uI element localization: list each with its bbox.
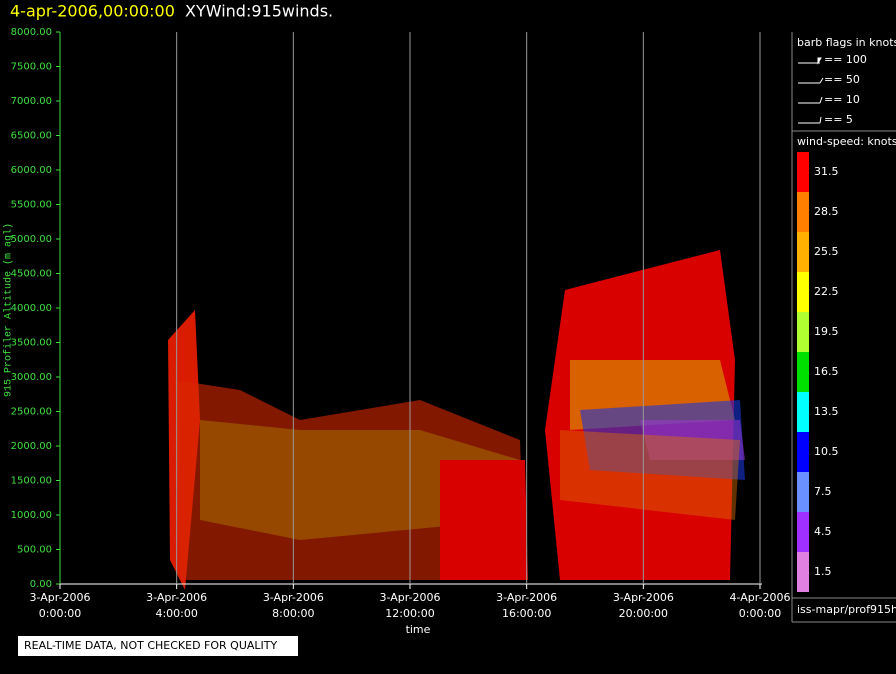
- y-tick-label: 5500.00: [11, 200, 52, 211]
- note-box: [18, 636, 298, 656]
- barb-label: == 50: [824, 73, 860, 86]
- y-tick-label: 4500.00: [11, 269, 52, 280]
- y-tick-label: 3500.00: [11, 338, 52, 349]
- barb-label: == 10: [824, 93, 860, 106]
- x-tick-label: 16:00:00: [502, 607, 551, 620]
- speed-label: 22.5: [814, 285, 839, 298]
- x-axis-label: time: [406, 623, 431, 636]
- barb-sample: [798, 77, 824, 84]
- color-swatch: [797, 472, 809, 512]
- barb-label: == 5: [824, 113, 853, 126]
- speed-label: 7.5: [814, 485, 832, 498]
- color-swatch: [797, 392, 809, 432]
- speed-label: 28.5: [814, 205, 839, 218]
- y-tick-label: 2000.00: [11, 441, 52, 452]
- speed-label: 25.5: [814, 245, 839, 258]
- date: 4-apr-2006,00:00:00: [10, 2, 175, 21]
- barb-label: == 100: [824, 53, 867, 66]
- y-tick-label: 2500.00: [11, 407, 52, 418]
- speed-label: 10.5: [814, 445, 839, 458]
- y-tick-label: 3000.00: [11, 372, 52, 383]
- barb-sample: [798, 96, 823, 104]
- x-tick-label: 3-Apr-2006: [613, 591, 674, 604]
- x-tick-label: 0:00:00: [39, 607, 81, 620]
- speed-label: 4.5: [814, 525, 832, 538]
- source: iss-mapr/prof915h: [797, 603, 896, 616]
- color-swatch: [797, 312, 809, 352]
- x-tick-label: 8:00:00: [272, 607, 314, 620]
- y-tick-label: 8000.00: [11, 27, 52, 38]
- x-tick-label: 20:00:00: [619, 607, 668, 620]
- speed-label: 13.5: [814, 405, 839, 418]
- speed-label: 31.5: [814, 165, 839, 178]
- color-swatch: [797, 552, 809, 592]
- y-tick-label: 1000.00: [11, 510, 52, 521]
- color-swatch: [797, 432, 809, 472]
- speed-label: 1.5: [814, 565, 832, 578]
- y-tick-label: 1500.00: [11, 476, 52, 487]
- y-tick-label: 5000.00: [11, 234, 52, 245]
- barb-sample: [798, 116, 822, 124]
- y-tick-label: 7000.00: [11, 96, 52, 107]
- speed-label: 19.5: [814, 325, 839, 338]
- y-tick-label: 4000.00: [11, 303, 52, 314]
- color-swatch: [797, 152, 809, 192]
- y-tick-label: 6500.00: [11, 131, 52, 142]
- y-tick-label: 7500.00: [11, 62, 52, 73]
- y-tick-label: 6000.00: [11, 165, 52, 176]
- note: REAL-TIME DATA, NOT CHECKED FOR QUALITY: [24, 639, 278, 652]
- y-axis-label: 915 Profiler Altitude (m agl): [3, 223, 15, 397]
- color-swatch: [797, 232, 809, 272]
- speed-title: wind-speed: knots: [797, 135, 896, 148]
- color-swatch: [797, 512, 809, 552]
- x-tick-label: 0:00:00: [739, 607, 781, 620]
- color-swatch: [797, 272, 809, 312]
- y-tick-label: 0.00: [30, 579, 52, 590]
- title: XYWind:915winds.: [185, 2, 333, 21]
- barb-sample: [798, 57, 822, 65]
- x-tick-label: 3-Apr-2006: [263, 591, 324, 604]
- x-tick-label: 4-Apr-2006: [729, 591, 790, 604]
- x-tick-label: 12:00:00: [385, 607, 434, 620]
- x-tick-label: 4:00:00: [155, 607, 197, 620]
- x-tick-label: 3-Apr-2006: [379, 591, 440, 604]
- wind-barbs-decoration: [168, 250, 745, 590]
- x-tick-label: 3-Apr-2006: [29, 591, 90, 604]
- y-tick-label: 500.00: [17, 545, 52, 556]
- x-tick-label: 3-Apr-2006: [496, 591, 557, 604]
- speed-label: 16.5: [814, 365, 839, 378]
- barb-title: barb flags in knots: [797, 36, 896, 49]
- color-swatch: [797, 352, 809, 392]
- color-swatch: [797, 192, 809, 232]
- x-tick-label: 3-Apr-2006: [146, 591, 207, 604]
